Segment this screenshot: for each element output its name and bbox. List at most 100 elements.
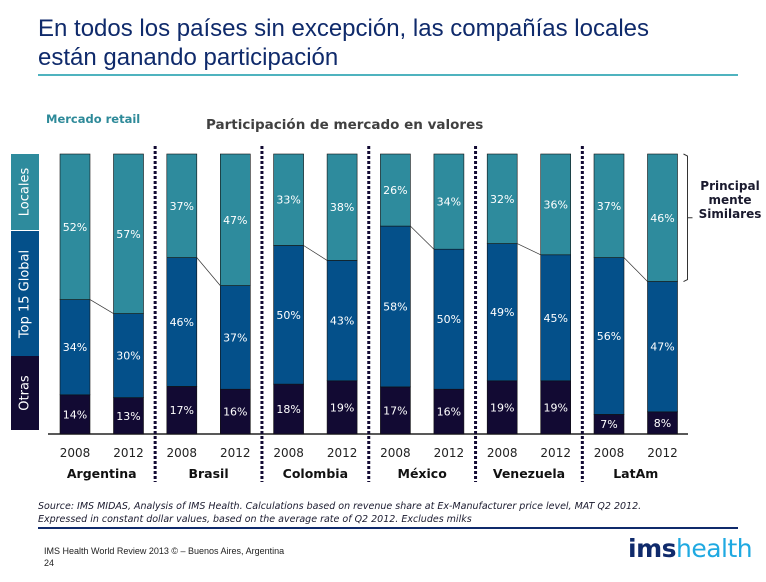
bar-venezuela-2008-locales: [486, 153, 518, 244]
data-label-venezuela-2008-otras: 19%: [490, 401, 514, 414]
data-label-brasil-2012-top-15-global: 37%: [223, 331, 247, 344]
group-label-latam: LatAm: [613, 466, 658, 481]
logo-health: health: [676, 534, 753, 563]
data-label-brasil-2008-top-15-global: 46%: [170, 316, 194, 329]
bar-colombia-2008-otras: [273, 383, 304, 435]
bar-brasil-2008-top-15-global: [166, 257, 198, 387]
bar-venezuela-2012-locales: [540, 153, 572, 256]
x-tick-label-latam-2008: 2008: [594, 446, 625, 460]
group-label-argentina: Argentina: [67, 466, 137, 481]
bar-brasil-2008-otras: [166, 386, 198, 435]
bar-argentina-2008-locales: [59, 153, 91, 300]
data-label-venezuela-2012-locales: 36%: [543, 198, 567, 211]
data-label-brasil-2012-locales: 47%: [223, 214, 247, 227]
annotation-principalmente-similares: Principal mente Similares: [694, 179, 766, 221]
page-number: 24: [44, 558, 55, 568]
bar-mexico-2008-otras: [380, 386, 411, 435]
connector-line-mexico: [410, 225, 435, 250]
data-label-argentina-2008-locales: 52%: [63, 221, 87, 234]
x-tick-label-mexico-2012: 2012: [434, 446, 465, 460]
bar-brasil-2008-locales: [166, 153, 198, 258]
data-label-colombia-2008-locales: 33%: [276, 194, 300, 207]
bar-mexico-2012-top-15-global: [433, 248, 465, 390]
data-label-brasil-2008-otras: 17%: [170, 404, 194, 417]
source-note: Source: IMS MIDAS, Analysis of IMS Healt…: [38, 500, 738, 526]
bar-brasil-2012-otras: [220, 388, 251, 435]
data-label-colombia-2012-top-15-global: 43%: [330, 315, 354, 328]
bar-argentina-2008-top-15-global: [59, 299, 91, 396]
data-label-colombia-2008-top-15-global: 50%: [276, 309, 300, 322]
data-label-latam-2012-top-15-global: 47%: [650, 341, 674, 354]
data-label-brasil-2012-otras: 16%: [223, 406, 247, 419]
data-label-argentina-2012-otras: 13%: [116, 410, 140, 423]
x-tick-label-argentina-2008: 2008: [60, 446, 91, 460]
bar-venezuela-2008-otras: [486, 380, 518, 435]
bar-argentina-2008-otras: [59, 394, 91, 435]
x-tick-label-colombia-2012: 2012: [327, 446, 358, 460]
connector-line-colombia: [303, 245, 328, 261]
bar-mexico-2008-locales: [380, 153, 411, 227]
group-label-venezuela: Venezuela: [493, 466, 565, 481]
data-label-mexico-2012-locales: 34%: [437, 196, 461, 209]
annotation-line-2: mente: [708, 193, 752, 207]
data-label-colombia-2012-otras: 19%: [330, 401, 354, 414]
bar-colombia-2012-otras: [326, 380, 358, 435]
market-label: Mercado retail: [46, 112, 141, 126]
data-label-argentina-2008-otras: 14%: [63, 408, 87, 421]
bar-brasil-2012-locales: [220, 153, 251, 286]
bar-mexico-2012-locales: [433, 153, 465, 250]
data-label-argentina-2012-top-15-global: 30%: [116, 350, 140, 363]
data-label-mexico-2008-otras: 17%: [383, 404, 407, 417]
footer-copyright: IMS Health World Review 2013 © – Buenos …: [44, 546, 285, 556]
data-label-mexico-2008-top-15-global: 58%: [383, 300, 407, 313]
imshealth-logo: imshealth: [628, 534, 753, 563]
data-label-argentina-2008-top-15-global: 34%: [63, 341, 87, 354]
legend-top15-global: Top 15 Global: [11, 231, 39, 356]
group-label-colombia: Colombia: [283, 466, 348, 481]
x-tick-label-argentina-2012: 2012: [113, 446, 144, 460]
connector-line-latam: [623, 257, 648, 282]
bar-mexico-2012-otras: [433, 388, 465, 435]
bar-colombia-2008-locales: [273, 153, 304, 246]
data-label-latam-2008-locales: 37%: [597, 200, 621, 213]
data-label-brasil-2008-locales: 37%: [170, 200, 194, 213]
data-label-mexico-2012-otras: 16%: [437, 406, 461, 419]
annotation-line-1: Principal: [700, 179, 760, 193]
x-tick-label-venezuela-2012: 2012: [540, 446, 571, 460]
data-label-colombia-2012-locales: 38%: [330, 201, 354, 214]
x-tick-label-brasil-2012: 2012: [220, 446, 251, 460]
slide-title-line-1: En todos los países sin excepción, las c…: [38, 15, 650, 42]
group-label-mexico: México: [398, 466, 448, 481]
bar-mexico-2008-top-15-global: [380, 225, 411, 388]
data-label-venezuela-2012-top-15-global: 45%: [543, 312, 567, 325]
data-label-latam-2012-locales: 46%: [650, 212, 674, 225]
source-line-1: Source: IMS MIDAS, Analysis of IMS Healt…: [38, 501, 642, 512]
data-label-mexico-2012-top-15-global: 50%: [437, 313, 461, 326]
bar-argentina-2012-locales: [113, 153, 144, 314]
data-label-latam-2008-otras: 7%: [600, 418, 617, 431]
bar-colombia-2012-top-15-global: [326, 260, 358, 382]
data-label-venezuela-2008-top-15-global: 49%: [490, 306, 514, 319]
data-label-argentina-2012-locales: 57%: [116, 228, 140, 241]
group-label-brasil: Brasil: [188, 466, 228, 481]
annotation-line-3: Similares: [698, 207, 762, 221]
chart-title: Participación de mercado en valores: [206, 117, 484, 133]
data-label-venezuela-2012-otras: 19%: [543, 401, 567, 414]
slide-title: En todos los países sin excepción, las c…: [38, 14, 758, 72]
annotation-bracket: [683, 153, 688, 282]
x-tick-label-colombia-2008: 2008: [273, 446, 304, 460]
connector-line-brasil: [196, 257, 221, 286]
bar-latam-2008-locales: [593, 153, 625, 258]
x-tick-label-latam-2012: 2012: [647, 446, 678, 460]
data-label-latam-2012-otras: 8%: [654, 417, 671, 430]
source-line-2: Expressed in constant dollar values, bas…: [38, 514, 472, 525]
x-tick-label-mexico-2008: 2008: [380, 446, 411, 460]
legend-locales: Locales: [11, 154, 39, 230]
x-tick-label-venezuela-2008: 2008: [487, 446, 518, 460]
x-tick-label-brasil-2008: 2008: [167, 446, 198, 460]
title-underline: [38, 74, 738, 76]
connector-line-venezuela: [517, 243, 541, 256]
data-label-colombia-2008-otras: 18%: [276, 403, 300, 416]
bar-venezuela-2008-top-15-global: [486, 243, 518, 382]
data-label-mexico-2008-locales: 26%: [383, 184, 407, 197]
